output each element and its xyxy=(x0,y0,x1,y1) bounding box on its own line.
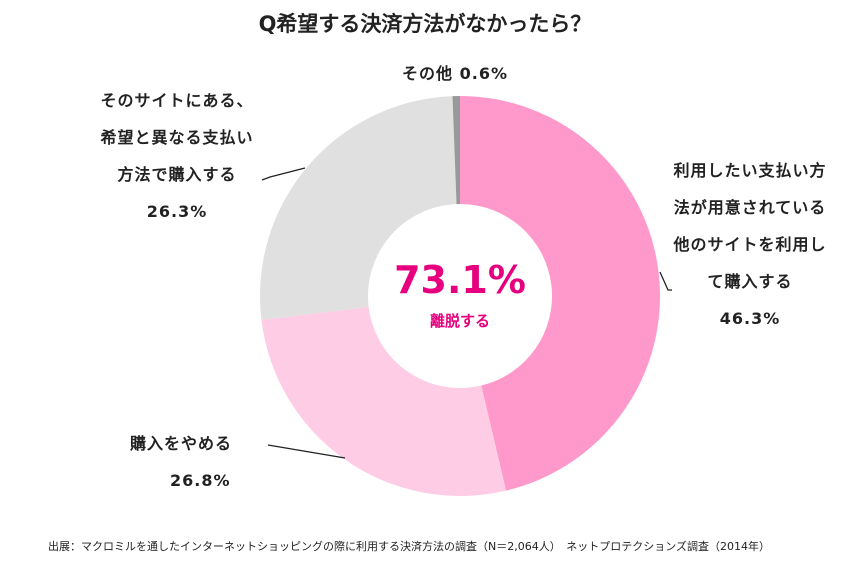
value-label: 26.8% xyxy=(170,471,231,490)
donut-slice xyxy=(260,96,457,320)
category-label: そのサイトにある、希望と異なる支払い方法で購入する xyxy=(100,91,254,184)
donut-slice xyxy=(460,96,660,491)
category-label: 利用したい支払い方法が用意されている他のサイトを利用して購入する xyxy=(673,161,827,291)
slice-label: 購入をやめる 26.8% xyxy=(130,425,280,499)
value-label: 0.6% xyxy=(459,64,508,83)
leader-line xyxy=(659,271,672,291)
donut-slice xyxy=(452,96,460,205)
slice-label: その他 0.6% xyxy=(380,55,530,92)
slice-label: 利用したい支払い方法が用意されている他のサイトを利用して購入する 46.3% xyxy=(670,152,830,337)
chart-title: Q希望する決済方法がなかったら？ xyxy=(258,12,592,36)
leader-line xyxy=(267,444,346,459)
value-label: 26.3% xyxy=(146,202,208,221)
center-label: 離脱する xyxy=(429,312,490,330)
donut-slice xyxy=(261,306,507,496)
source-note: 出展：マクロミルを通したインターネットショッピングの際に利用する決済方法の調査（… xyxy=(48,540,770,553)
category-label: 購入をやめる xyxy=(130,434,233,453)
slice-label: そのサイトにある、希望と異なる支払い方法で購入する 26.3% xyxy=(98,82,256,230)
value-label: 46.3% xyxy=(719,309,781,328)
center-value: 73.1% xyxy=(394,258,526,302)
leader-line xyxy=(261,167,306,181)
category-label: その他 xyxy=(402,64,454,83)
